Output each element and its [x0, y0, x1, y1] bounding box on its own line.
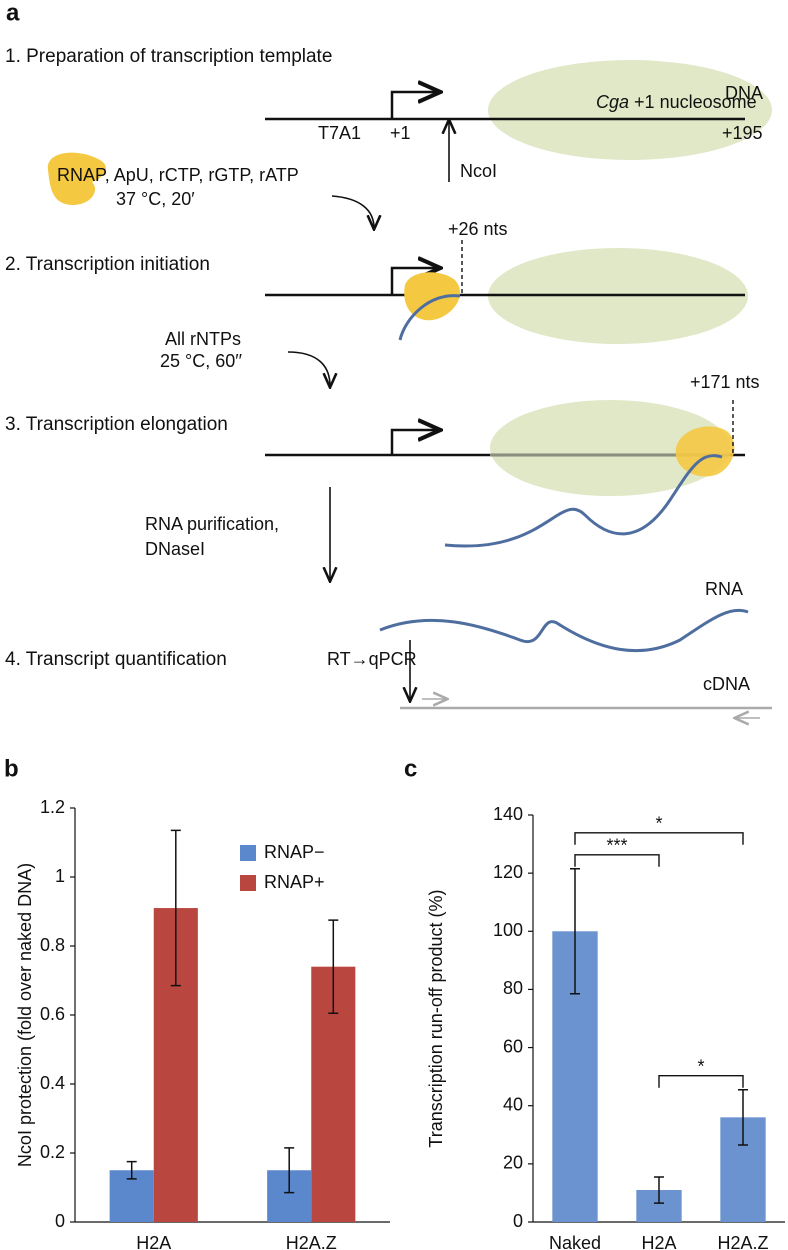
y-tick-label: 100	[493, 920, 523, 940]
significance-label: *	[655, 814, 662, 834]
nucleosome	[488, 60, 772, 160]
panel-label: a	[6, 0, 20, 26]
y-tick-label: 0	[513, 1211, 523, 1231]
significance-label: *	[697, 1056, 704, 1076]
error-bar	[738, 1088, 748, 1146]
y-axis-label: Transcription run-off product (%)	[426, 889, 446, 1147]
rna	[444, 454, 723, 548]
y-axis-label: NcoI protection (fold over naked DNA)	[15, 863, 35, 1167]
y-tick-label: 1	[55, 866, 65, 886]
y-tick-label: 120	[493, 862, 523, 882]
promoter-arrow	[390, 430, 438, 455]
promoter-arrow	[390, 92, 438, 119]
flow-arrow	[331, 195, 374, 228]
y-tick-label: 140	[493, 804, 523, 824]
y-tick-label: 0.4	[40, 1073, 65, 1093]
condition-label: 25 °C, 60′′	[160, 351, 243, 371]
condition-label: 37 °C, 20′	[116, 189, 195, 209]
y-tick-label: 0.8	[40, 935, 65, 955]
error-bar	[570, 868, 580, 995]
dna-label: DNA	[725, 83, 763, 103]
mix-label: RNAP, ApU, rCTP, rGTP, rATP	[57, 165, 299, 185]
error-bar	[126, 1160, 137, 1180]
step-label: 3. Transcription elongation	[5, 414, 228, 435]
nucleosome-name: +1 nucleosome	[634, 92, 757, 112]
position-label: +171 nts	[690, 372, 760, 392]
significance-bracket	[658, 1075, 744, 1088]
panel-label: c	[404, 755, 417, 782]
y-tick-label: 60	[503, 1036, 523, 1056]
rnap	[675, 426, 735, 477]
cdna-label: cDNA	[703, 674, 750, 694]
x-tick-label: H2A	[641, 1233, 676, 1250]
y-tick-label: 0.2	[40, 1142, 65, 1162]
method-label: RT→qPCR	[327, 649, 417, 669]
rna	[398, 294, 461, 341]
legend-swatch	[240, 845, 256, 861]
rna-label: RNA	[705, 579, 743, 599]
panel-label: b	[4, 755, 19, 782]
x-tick-label: H2A	[136, 1233, 171, 1250]
error-bar	[328, 919, 339, 1015]
nucleosome	[490, 400, 730, 496]
step-label: 4. Transcript quantification	[5, 649, 227, 670]
x-tick-label: H2A.Z	[286, 1233, 337, 1250]
rnap	[47, 152, 106, 205]
site-label: NcoI	[460, 161, 497, 181]
error-bar	[170, 829, 181, 987]
step-label: 2. Transcription initiation	[5, 254, 210, 275]
y-tick-label: 0	[55, 1211, 65, 1231]
flow-arrow	[287, 351, 330, 386]
mix-label: All rNTPs	[165, 329, 241, 349]
charts: b NcoI protection (fold over naked DNA) 0 0…	[4, 755, 785, 1250]
x-tick-label: Naked	[549, 1233, 601, 1250]
start-label: +1	[390, 123, 411, 143]
promoter-label: T7A1	[318, 123, 361, 143]
nucleosome-label: Cga +1 nucleosome	[596, 92, 757, 112]
purification-label: RNA purification,	[145, 514, 279, 534]
error-bar	[654, 1176, 664, 1204]
significance-bracket	[574, 832, 744, 845]
error-bar	[284, 1147, 295, 1194]
y-tick-label: 80	[503, 978, 523, 998]
rna	[379, 608, 749, 653]
promoter-arrow	[390, 268, 438, 295]
diagram: a 1. Preparation of transcription templa…	[5, 0, 772, 718]
y-tick-label: 0.6	[40, 1004, 65, 1024]
x-tick-label: H2A.Z	[717, 1233, 768, 1250]
legend-label: RNAP−	[264, 842, 325, 862]
significance-label: ***	[606, 836, 627, 856]
y-tick-label: 20	[503, 1153, 523, 1173]
y-tick-label: 1.2	[40, 797, 65, 817]
end-label: +195	[722, 123, 763, 143]
y-tick-label: 40	[503, 1094, 523, 1114]
significance-bracket	[574, 854, 660, 867]
step-label: 1. Preparation of transcription template	[5, 46, 332, 67]
dnase-label: DNaseI	[145, 539, 205, 559]
legend-swatch	[240, 875, 256, 891]
position-label: +26 nts	[448, 219, 508, 239]
legend-label: RNAP+	[264, 872, 325, 892]
gene-name: Cga	[596, 92, 629, 112]
rnap	[404, 272, 461, 321]
